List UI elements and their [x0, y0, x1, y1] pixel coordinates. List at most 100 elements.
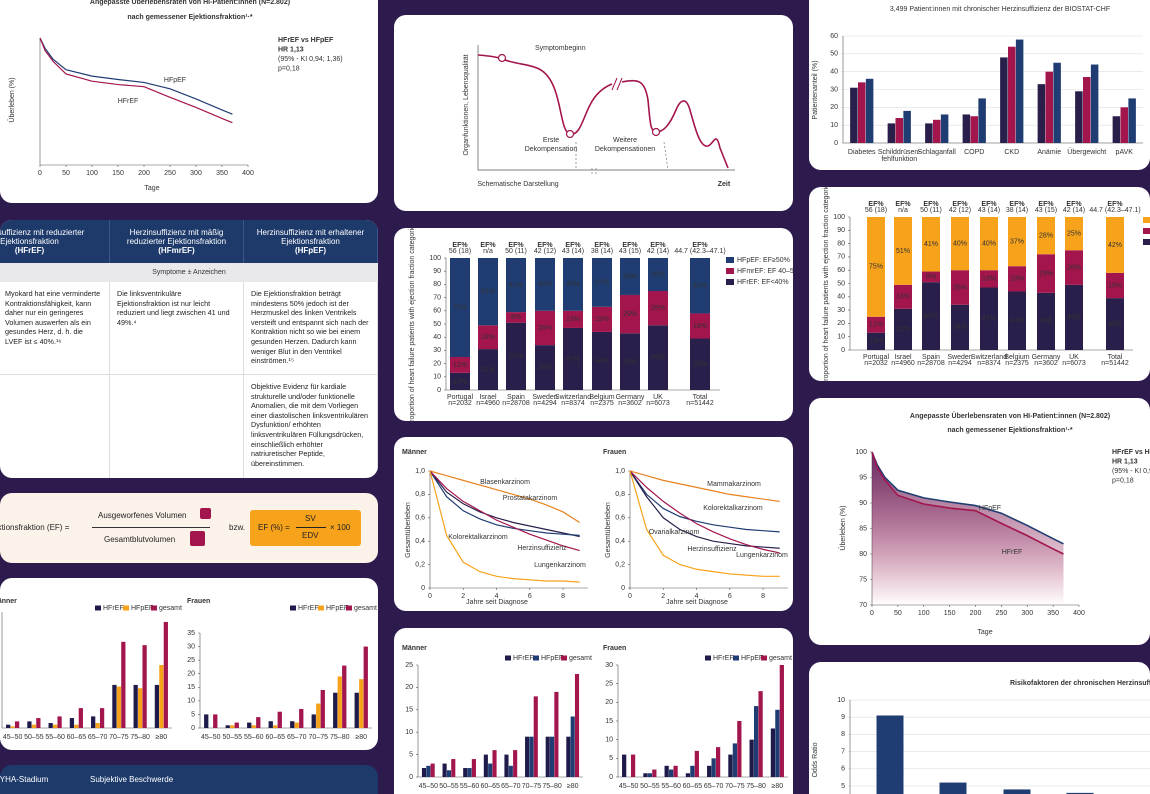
- y-tick-label: 40: [837, 294, 845, 301]
- y-tick-label: 25: [187, 657, 195, 664]
- y-tick-label: 85: [859, 525, 867, 532]
- x-tick-label: ≥80: [567, 783, 579, 790]
- legend-swatch: [346, 605, 352, 611]
- series-label: Blasenkarzinom: [480, 479, 530, 486]
- bar: [290, 721, 295, 728]
- event-label: Symptombeginn: [535, 45, 586, 52]
- bar: [299, 709, 304, 728]
- series-label: Lungenkarzinom: [736, 552, 788, 559]
- bar: [320, 690, 325, 728]
- bar: [159, 665, 164, 728]
- x-tick-label: 70–75: [725, 783, 745, 790]
- bar: [749, 739, 754, 777]
- bar: [925, 123, 933, 143]
- x-tick-label: 50–55: [439, 783, 459, 790]
- header-abbr: (HFmrEF): [158, 246, 195, 255]
- y-axis-label: Überleben (%): [839, 505, 847, 550]
- ef-heading: EF%: [952, 201, 968, 208]
- bar: [978, 98, 986, 143]
- series-label: Kolorektalkarzinom: [448, 534, 508, 541]
- value-label: 19%: [1108, 282, 1122, 289]
- ef-heading: EF%: [650, 242, 666, 249]
- chart-subtitle: 3,499 Patient:innen mit chronischer Herz…: [890, 6, 1110, 13]
- chart-title: Angepasste Überlebensraten von HI-Patien…: [90, 0, 290, 6]
- header-cell: Herzinsuffizienz mit reduzierter Ejektio…: [0, 220, 110, 263]
- event-marker: [651, 127, 661, 137]
- y-tick-label: 10: [830, 122, 838, 129]
- bar-segment: [690, 313, 710, 339]
- bar: [91, 716, 96, 728]
- series-label: Herzinsuffizienz: [687, 546, 737, 553]
- bar-segment: [690, 338, 710, 390]
- x-tick-label: 45–50: [619, 783, 639, 790]
- x-tick-label: 0: [870, 610, 874, 617]
- x-tick-label: 60–65: [480, 783, 500, 790]
- x-axis-label: Tage: [977, 629, 992, 636]
- x-tick-label: 45–50: [419, 783, 439, 790]
- y-tick-label: 0: [609, 774, 613, 781]
- y-tick-label: 60: [830, 33, 838, 40]
- y-axis-label: Patientenanteil (%): [812, 60, 819, 119]
- bar-segment: [1008, 217, 1026, 267]
- table-cell: [110, 375, 244, 478]
- table-header: Herzinsuffizienz mit reduzierter Ejektio…: [0, 220, 378, 263]
- bar: [204, 714, 209, 728]
- formula-denominator: Gesamtblutvolumen: [104, 535, 176, 544]
- y-tick-label: 35: [187, 630, 195, 637]
- sample-size: n=4960: [891, 360, 915, 367]
- bar-segment: [951, 304, 969, 350]
- series-label: Lungenkarzinom: [534, 562, 586, 569]
- y-tick-label: 20: [187, 671, 195, 678]
- formula-or: bzw.: [229, 523, 246, 532]
- chart-title: Männer: [0, 598, 17, 605]
- bar: [1128, 98, 1136, 143]
- ef-label: 42 (14): [1063, 207, 1085, 214]
- value-label: 18%: [896, 294, 910, 301]
- bar: [53, 724, 58, 728]
- y-tick-label: 20: [605, 699, 613, 706]
- y-tick-label: 5: [609, 755, 613, 762]
- bar: [230, 725, 235, 728]
- axis-line: [477, 45, 735, 171]
- bar-segment: [1065, 217, 1083, 251]
- value-label: 19%: [1010, 276, 1024, 283]
- x-tick-label: 60–65: [67, 734, 87, 741]
- legend-swatch: [561, 655, 567, 661]
- formula-numerator: Ausgeworfenes Volumen: [98, 511, 187, 520]
- ef-heading: EF%: [692, 242, 708, 249]
- legend-swatch: [733, 655, 739, 661]
- bar: [337, 676, 342, 728]
- card: [394, 437, 793, 611]
- y-tick-label: 80: [837, 240, 845, 247]
- annotation: HFrEF vs HFpEF: [1112, 449, 1150, 456]
- bar: [1075, 91, 1083, 143]
- bar: [483, 754, 488, 777]
- event-label: Dekompensation: [525, 146, 578, 153]
- x-tick-label: 100: [918, 610, 930, 617]
- event-marker: [497, 53, 507, 63]
- bar: [48, 723, 53, 728]
- x-tick-label: 2: [661, 593, 665, 600]
- x-tick-label: pAVK: [1116, 149, 1134, 156]
- ef-label: 38 (14): [591, 248, 613, 255]
- legend-swatch: [1143, 228, 1150, 234]
- x-tick-label: 6: [728, 593, 732, 600]
- x-tick-label: ≥80: [772, 783, 784, 790]
- y-tick-label: 10: [837, 334, 845, 341]
- y-tick-label: 10: [187, 698, 195, 705]
- label-line: fehlfunktion: [881, 156, 917, 163]
- y-tick-label: 70: [433, 294, 441, 301]
- bar: [525, 736, 530, 777]
- bar: [14, 721, 20, 728]
- card-content: 70 75 80 85 90 95 100 Angepasste Überlebensrate…: [839, 411, 1150, 636]
- bar-segment: [450, 357, 470, 373]
- value-label: 39%: [1108, 321, 1122, 328]
- y-tick-label: 5: [841, 783, 845, 790]
- value-label: 44%: [1010, 318, 1024, 325]
- chart-title: Männer: [402, 645, 427, 652]
- bar-segment: [592, 331, 612, 390]
- sample-size: n=4960: [476, 400, 500, 407]
- bar-segment: [535, 345, 555, 390]
- bar: [256, 717, 261, 728]
- y-tick-label: 95: [859, 474, 867, 481]
